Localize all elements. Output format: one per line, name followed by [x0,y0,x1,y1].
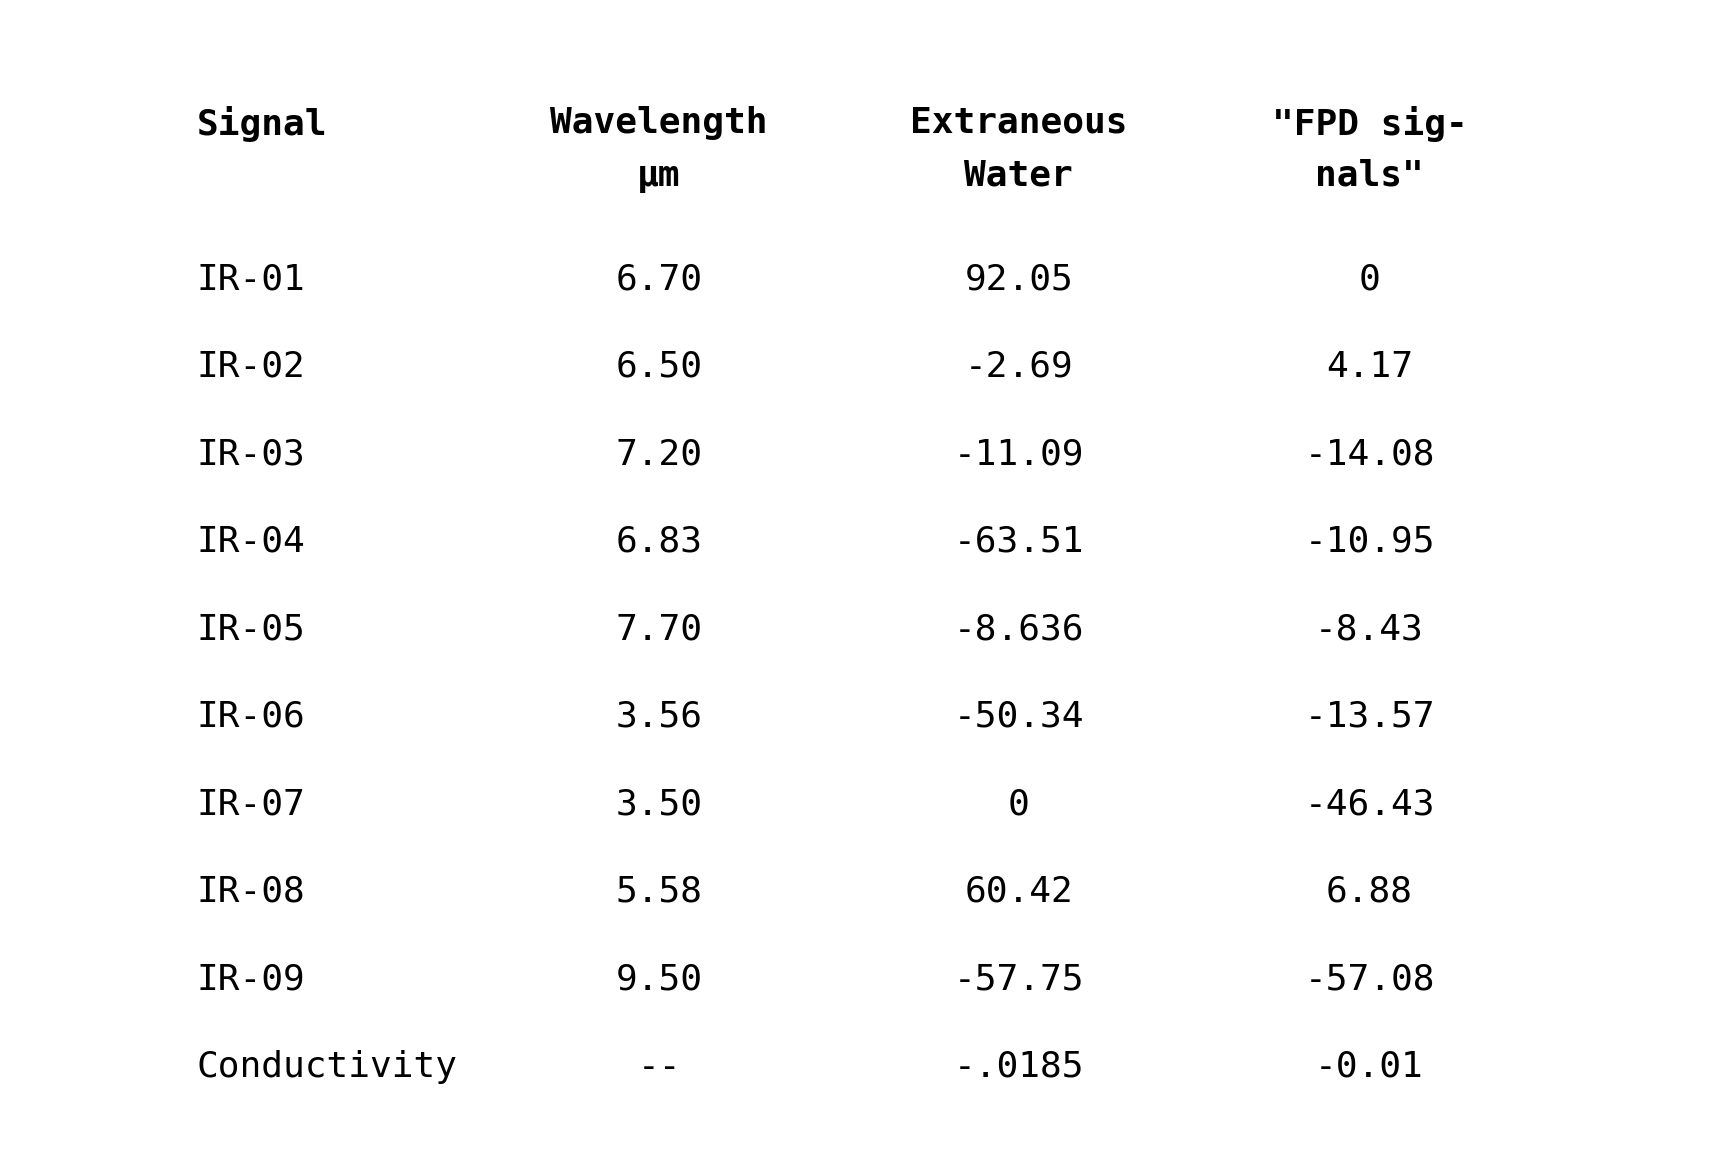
Text: 92.05: 92.05 [964,262,1073,297]
Text: 4.17: 4.17 [1327,350,1412,384]
Text: Wavelength: Wavelength [550,106,769,140]
Text: IR-04: IR-04 [197,525,306,559]
Text: nals": nals" [1315,159,1424,193]
Text: 6.88: 6.88 [1327,875,1412,909]
Text: 9.50: 9.50 [616,962,702,997]
Text: 5.58: 5.58 [616,875,702,909]
Text: IR-07: IR-07 [197,787,306,822]
Text: -63.51: -63.51 [954,525,1084,559]
Text: Water: Water [964,159,1073,193]
Text: IR-01: IR-01 [197,262,306,297]
Text: -2.69: -2.69 [964,350,1073,384]
Text: -57.75: -57.75 [954,962,1084,997]
Text: 6.70: 6.70 [616,262,702,297]
Text: 7.70: 7.70 [616,612,702,647]
Text: -11.09: -11.09 [954,437,1084,472]
Text: 6.83: 6.83 [616,525,702,559]
Text: μm: μm [637,159,681,193]
Text: -50.34: -50.34 [954,700,1084,734]
Text: "FPD sig-: "FPD sig- [1272,106,1467,142]
Text: -.0185: -.0185 [954,1050,1084,1084]
Text: IR-06: IR-06 [197,700,306,734]
Text: -0.01: -0.01 [1315,1050,1424,1084]
Text: -57.08: -57.08 [1305,962,1435,997]
Text: -46.43: -46.43 [1305,787,1435,822]
Text: IR-03: IR-03 [197,437,306,472]
Text: -14.08: -14.08 [1305,437,1435,472]
Text: 7.20: 7.20 [616,437,702,472]
Text: IR-09: IR-09 [197,962,306,997]
Text: -8.43: -8.43 [1315,612,1424,647]
Text: 3.50: 3.50 [616,787,702,822]
Text: --: -- [637,1050,681,1084]
Text: 3.56: 3.56 [616,700,702,734]
Text: -10.95: -10.95 [1305,525,1435,559]
Text: -13.57: -13.57 [1305,700,1435,734]
Text: 6.50: 6.50 [616,350,702,384]
Text: -8.636: -8.636 [954,612,1084,647]
Text: Conductivity: Conductivity [197,1050,457,1084]
Text: Signal: Signal [197,106,327,142]
Text: 0: 0 [1359,262,1380,297]
Text: 60.42: 60.42 [964,875,1073,909]
Text: 0: 0 [1008,787,1029,822]
Text: Extraneous: Extraneous [909,106,1128,140]
Text: IR-05: IR-05 [197,612,306,647]
Text: IR-08: IR-08 [197,875,306,909]
Text: IR-02: IR-02 [197,350,306,384]
